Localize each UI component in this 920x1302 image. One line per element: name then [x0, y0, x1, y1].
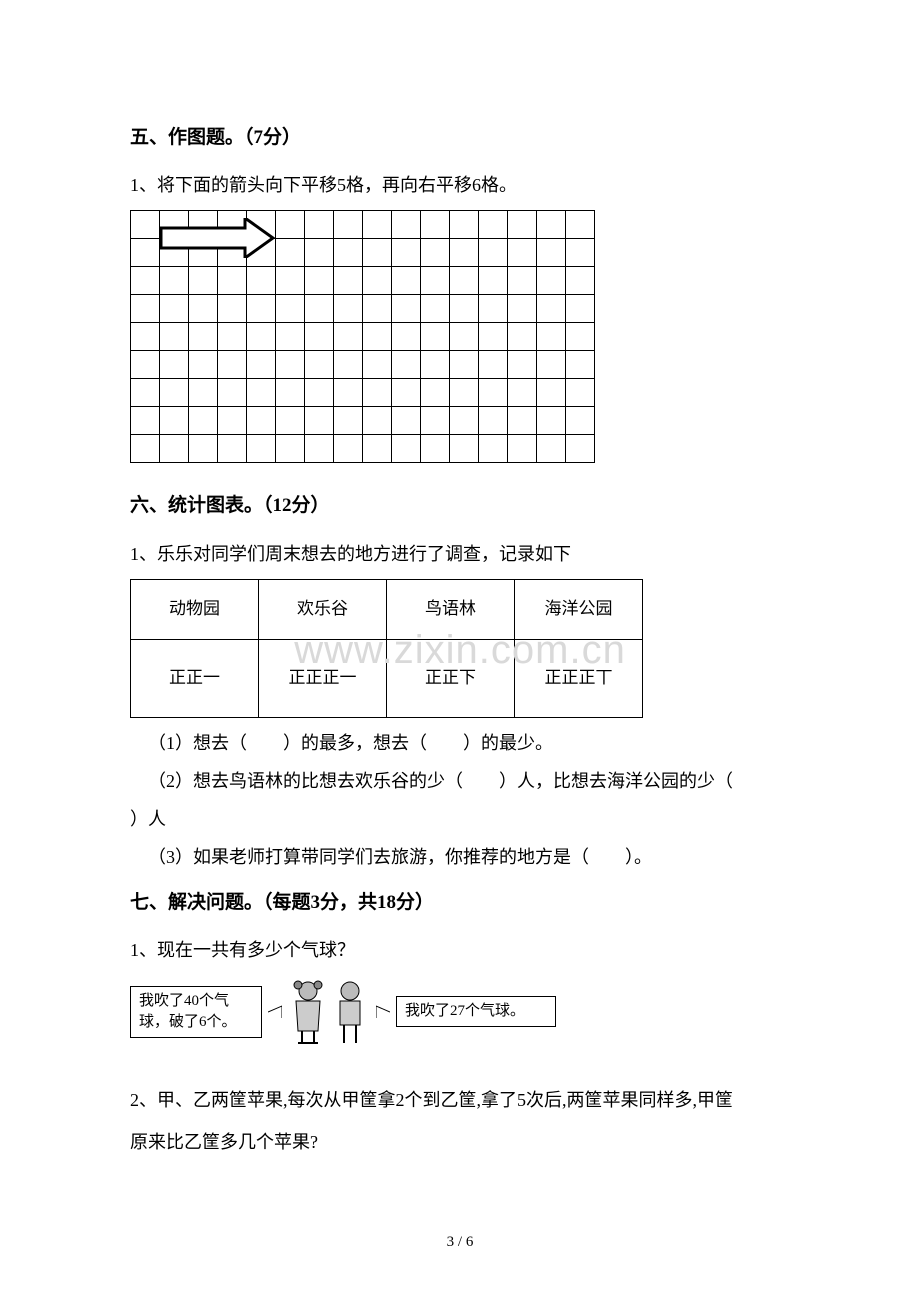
table-row: 正正一 正正正一 正正下 正正正丅	[131, 639, 643, 717]
section7-q2b: 原来比乙筐多几个苹果?	[130, 1125, 790, 1159]
tally-table: 动物园 欢乐谷 鸟语林 海洋公园 正正一 正正正一 正正下 正正正丅	[130, 579, 643, 718]
section6-sub2b: ）人	[130, 802, 790, 836]
bubble-line: 我吹了40个气	[139, 991, 253, 1012]
girl-icon	[288, 977, 328, 1047]
col-header: 鸟语林	[387, 579, 515, 639]
section5-heading: 五、作图题。（7分）	[130, 120, 790, 156]
pointer-right-icon	[376, 1002, 390, 1022]
tally-cell: 正正一	[131, 639, 259, 717]
section6-heading: 六、统计图表。（12分）	[130, 488, 790, 524]
section7-heading: 七、解决问题。（每题3分，共18分）	[130, 885, 790, 921]
bubble-line: 球，破了6个。	[139, 1012, 253, 1033]
section6-sub3: （3）如果老师打算带同学们去旅游，你推荐的地方是（ ）。	[148, 840, 790, 874]
children-icon	[288, 977, 370, 1047]
section6-q1: 1、乐乐对同学们周末想去的地方进行了调查，记录如下	[130, 537, 790, 571]
table-row: 动物园 欢乐谷 鸟语林 海洋公园	[131, 579, 643, 639]
section6-sub1: （1）想去（ ）的最多，想去（ ）的最少。	[148, 726, 790, 760]
balloon-figure: 我吹了40个气 球，破了6个。 我吹了27个气球。	[130, 977, 790, 1047]
section6-sub2a: （2）想去鸟语林的比想去欢乐谷的少（ ）人，比想去海洋公园的少（	[148, 764, 790, 798]
pointer-left-icon	[268, 1002, 282, 1022]
section7-q1: 1、现在一共有多少个气球？	[130, 933, 790, 967]
speech-bubble-right: 我吹了27个气球。	[396, 996, 556, 1027]
speech-bubble-left: 我吹了40个气 球，破了6个。	[130, 986, 262, 1038]
col-header: 海洋公园	[515, 579, 643, 639]
section5-q1: 1、将下面的箭头向下平移5格，再向右平移6格。	[130, 168, 790, 202]
col-header: 欢乐谷	[259, 579, 387, 639]
tally-cell: 正正正丅	[515, 639, 643, 717]
boy-icon	[330, 977, 370, 1047]
grid-figure	[130, 210, 790, 474]
page-number: 3 / 6	[0, 1228, 920, 1257]
section7-q2: 2、甲、乙两筐苹果,每次从甲筐拿2个到乙筐,拿了5次后,两筐苹果同样多,甲筐	[130, 1083, 790, 1117]
col-header: 动物园	[131, 579, 259, 639]
tally-cell: 正正下	[387, 639, 515, 717]
answer-grid	[130, 210, 595, 463]
tally-cell: 正正正一	[259, 639, 387, 717]
